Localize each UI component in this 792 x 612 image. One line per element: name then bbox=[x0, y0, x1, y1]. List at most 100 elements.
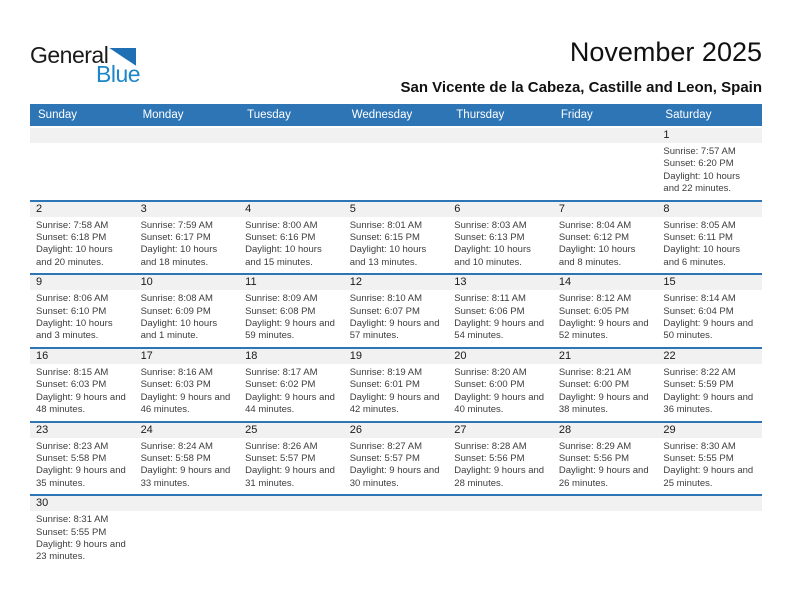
day-number bbox=[657, 496, 762, 512]
empty-day-cell bbox=[30, 128, 135, 200]
sunset-text: Sunset: 6:17 PM bbox=[140, 232, 211, 244]
sunset-text: Sunset: 5:59 PM bbox=[663, 379, 734, 391]
week-row: 2 Sunrise: 7:58 AM Sunset: 6:18 PM Daylight… bbox=[30, 201, 762, 276]
day-number: 12 bbox=[343, 275, 449, 291]
daylight-text: Daylight: 9 hours and 28 minutes. bbox=[454, 465, 545, 489]
daylight-text: Daylight: 9 hours and 31 minutes. bbox=[245, 465, 335, 489]
day-details: Sunrise: 8:27 AM Sunset: 5:57 PM Daylight:… bbox=[344, 438, 449, 495]
day-details: Sunrise: 8:22 AM Sunset: 5:59 PM Daylight:… bbox=[657, 364, 762, 421]
daylight-text: Daylight: 9 hours and 46 minutes. bbox=[140, 391, 231, 416]
daylight-text: Daylight: 9 hours and 30 minutes. bbox=[349, 465, 440, 489]
sunrise-text: Sunrise: 8:06 AM bbox=[36, 293, 109, 305]
week-row: 30 Sunrise: 8:31 AM Sunset: 5:55 PM Dayligh… bbox=[30, 496, 762, 568]
day-cell: 29 Sunrise: 8:30 AM Sunset: 5:55 PM Dayligh… bbox=[657, 422, 762, 495]
sunrise-text: Sunrise: 8:09 AM bbox=[245, 293, 318, 305]
day-number: 3 bbox=[134, 201, 240, 217]
sunset-text: Sunset: 5:58 PM bbox=[140, 452, 211, 464]
day-details: Sunrise: 8:06 AM Sunset: 6:10 PM Daylight:… bbox=[30, 290, 135, 347]
day-details: Sunrise: 8:20 AM Sunset: 6:00 PM Daylight:… bbox=[448, 364, 553, 421]
day-details: Sunrise: 8:17 AM Sunset: 6:02 PM Daylight:… bbox=[239, 364, 344, 421]
day-details: Sunrise: 7:57 AM Sunset: 6:20 PM Daylight:… bbox=[657, 143, 762, 200]
sunrise-text: Sunrise: 8:11 AM bbox=[454, 293, 526, 305]
day-details: Sunrise: 8:28 AM Sunset: 5:56 PM Daylight:… bbox=[448, 438, 553, 495]
sunset-text: Sunset: 5:58 PM bbox=[36, 452, 107, 464]
sunset-text: Sunset: 5:56 PM bbox=[558, 452, 630, 464]
sunset-text: Sunset: 6:10 PM bbox=[36, 305, 107, 317]
day-details: Sunrise: 8:04 AM Sunset: 6:12 PM Daylight:… bbox=[553, 217, 658, 274]
daylight-text: Daylight: 9 hours and 25 minutes. bbox=[663, 465, 754, 489]
sunrise-text: Sunrise: 8:03 AM bbox=[454, 219, 527, 231]
day-cell: 18 Sunrise: 8:17 AM Sunset: 6:02 PM Dayligh… bbox=[239, 348, 344, 421]
day-details: Sunrise: 8:10 AM Sunset: 6:07 PM Daylight:… bbox=[344, 290, 449, 347]
day-details: Sunrise: 8:01 AM Sunset: 6:15 PM Daylight:… bbox=[344, 217, 449, 274]
day-number bbox=[343, 128, 449, 143]
day-details: Sunrise: 8:03 AM Sunset: 6:13 PM Daylight:… bbox=[448, 217, 553, 274]
day-details: Sunrise: 8:12 AM Sunset: 6:05 PM Daylight:… bbox=[553, 290, 658, 347]
day-cell: 7 Sunrise: 8:04 AM Sunset: 6:12 PM Daylight… bbox=[552, 201, 658, 274]
sunrise-text: Sunrise: 8:30 AM bbox=[663, 440, 736, 452]
day-number bbox=[552, 496, 658, 512]
sunrise-text: Sunrise: 8:17 AM bbox=[245, 366, 318, 378]
day-number: 1 bbox=[657, 128, 762, 143]
daylight-text: Daylight: 9 hours and 33 minutes. bbox=[140, 465, 231, 489]
daylight-text: Daylight: 9 hours and 50 minutes. bbox=[663, 318, 754, 342]
day-cell: 17 Sunrise: 8:16 AM Sunset: 6:03 PM Dayligh… bbox=[134, 348, 240, 421]
daylight-text: Daylight: 9 hours and 59 minutes. bbox=[245, 318, 335, 342]
day-details: Sunrise: 7:58 AM Sunset: 6:18 PM Daylight:… bbox=[30, 217, 135, 274]
logo-text-general: General bbox=[30, 42, 109, 68]
day-number bbox=[134, 496, 240, 512]
day-number: 5 bbox=[343, 201, 449, 217]
day-number: 14 bbox=[552, 275, 658, 291]
day-cell: 21 Sunrise: 8:21 AM Sunset: 6:00 PM Dayligh… bbox=[552, 348, 658, 421]
week-row: 23 Sunrise: 8:23 AM Sunset: 5:58 PM Dayligh… bbox=[30, 422, 762, 497]
daylight-text: Daylight: 10 hours and 15 minutes. bbox=[245, 244, 322, 268]
calendar-weeks: 1 Sunrise: 7:57 AM Sunset: 6:20 PM Daylight… bbox=[30, 128, 762, 568]
day-cell: 22 Sunrise: 8:22 AM Sunset: 5:59 PM Dayligh… bbox=[657, 348, 762, 421]
day-number: 8 bbox=[657, 201, 762, 217]
day-details: Sunrise: 8:00 AM Sunset: 6:16 PM Daylight:… bbox=[239, 217, 344, 274]
day-number: 22 bbox=[657, 348, 762, 364]
day-cell: 2 Sunrise: 7:58 AM Sunset: 6:18 PM Daylight… bbox=[30, 201, 135, 274]
day-number bbox=[448, 496, 553, 512]
sunset-text: Sunset: 6:09 PM bbox=[140, 305, 211, 317]
day-number bbox=[343, 496, 449, 512]
day-details: Sunrise: 8:15 AM Sunset: 6:03 PM Daylight:… bbox=[30, 364, 135, 421]
sunrise-text: Sunrise: 8:00 AM bbox=[245, 219, 318, 231]
day-number bbox=[239, 128, 344, 143]
sunset-text: Sunset: 5:55 PM bbox=[663, 452, 734, 464]
day-cell: 4 Sunrise: 8:00 AM Sunset: 6:16 PM Daylight… bbox=[239, 201, 344, 274]
sunrise-text: Sunrise: 8:20 AM bbox=[454, 366, 527, 378]
daylight-text: Daylight: 9 hours and 35 minutes. bbox=[36, 465, 126, 489]
daylight-text: Daylight: 10 hours and 22 minutes. bbox=[663, 170, 740, 195]
sunset-text: Sunset: 6:02 PM bbox=[245, 379, 316, 391]
day-number: 21 bbox=[552, 348, 658, 364]
sunrise-text: Sunrise: 8:23 AM bbox=[36, 440, 109, 452]
sunrise-text: Sunrise: 7:59 AM bbox=[140, 219, 213, 231]
week-row: 9 Sunrise: 8:06 AM Sunset: 6:10 PM Daylight… bbox=[30, 275, 762, 349]
day-number: 27 bbox=[448, 422, 553, 438]
sunset-text: Sunset: 6:04 PM bbox=[663, 305, 734, 317]
sunset-text: Sunset: 6:01 PM bbox=[349, 379, 420, 391]
week-row: 16 Sunrise: 8:15 AM Sunset: 6:03 PM Dayligh… bbox=[30, 348, 762, 423]
daylight-text: Daylight: 9 hours and 26 minutes. bbox=[558, 465, 649, 489]
daylight-text: Daylight: 9 hours and 36 minutes. bbox=[663, 391, 754, 416]
day-number bbox=[552, 128, 658, 143]
day-number: 25 bbox=[239, 422, 344, 438]
day-number: 23 bbox=[30, 422, 135, 438]
day-cell: 5 Sunrise: 8:01 AM Sunset: 6:15 PM Daylight… bbox=[343, 201, 449, 274]
daylight-text: Daylight: 9 hours and 23 minutes. bbox=[36, 538, 126, 563]
sunrise-text: Sunrise: 8:15 AM bbox=[36, 366, 109, 378]
general-blue-logo: General Blue bbox=[30, 42, 141, 86]
day-details: Sunrise: 8:21 AM Sunset: 6:00 PM Daylight:… bbox=[553, 364, 658, 421]
day-cell: 23 Sunrise: 8:23 AM Sunset: 5:58 PM Dayligh… bbox=[30, 422, 135, 495]
sunrise-text: Sunrise: 8:27 AM bbox=[349, 440, 423, 452]
weekday-header: Thursday bbox=[456, 109, 505, 121]
daylight-text: Daylight: 10 hours and 18 minutes. bbox=[140, 244, 218, 268]
daylight-text: Daylight: 9 hours and 38 minutes. bbox=[558, 391, 649, 416]
sunrise-text: Sunrise: 8:29 AM bbox=[558, 440, 632, 452]
day-number: 20 bbox=[448, 348, 553, 364]
day-details: Sunrise: 8:31 AM Sunset: 5:55 PM Daylight:… bbox=[30, 511, 135, 568]
weekday-header: Tuesday bbox=[247, 109, 291, 121]
day-number: 11 bbox=[239, 275, 344, 291]
day-number: 16 bbox=[30, 348, 135, 364]
